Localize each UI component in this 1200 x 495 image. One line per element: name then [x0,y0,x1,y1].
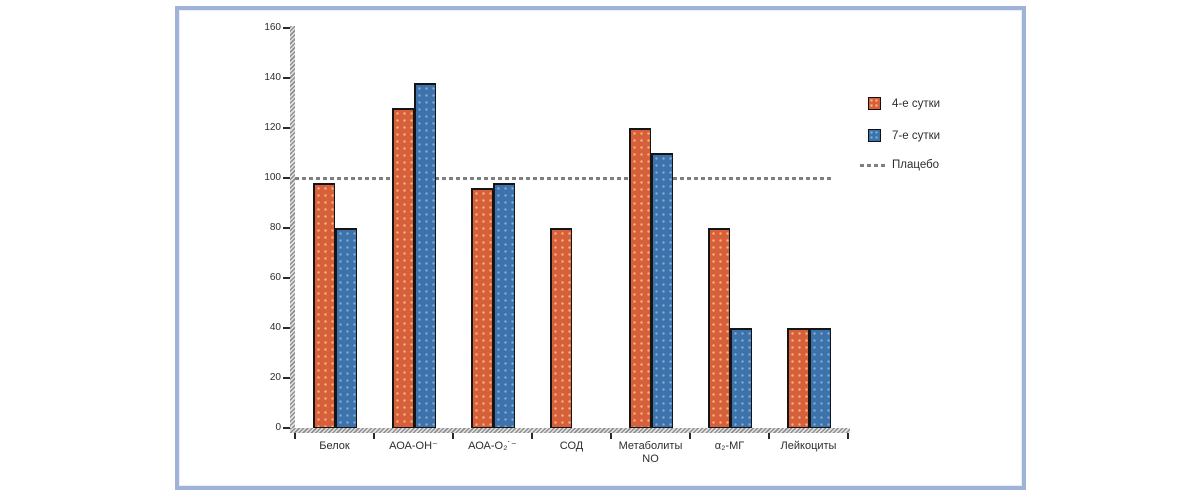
legend-label-7day: 7-е сутки [892,130,941,142]
x-axis-tick [294,433,296,439]
y-axis-tick-label: 40 [269,322,281,333]
placebo-reference-line [295,177,832,180]
bar-day7-cat1 [413,83,436,428]
x-axis-category-label: α₂-МГ [714,440,745,452]
y-axis-tick [283,277,290,279]
y-axis-tick-label: 0 [275,422,281,433]
bar-day7-cat6 [808,328,831,428]
y-axis-tick [283,227,290,229]
legend-swatch-4day [868,97,881,110]
bar-day4-cat0 [312,183,335,428]
bar-day7-cat4 [650,153,673,428]
y-axis-tick-label: 80 [269,222,281,233]
x-axis-tick [768,433,770,439]
dashed-line-icon [860,164,886,167]
x-axis-tick [373,433,375,439]
bar-day7-cat2 [492,183,515,428]
y-axis-tick [283,127,290,129]
x-axis-category-label: АОА-ОН⁻ [389,440,438,452]
bar-day7-cat5 [729,328,752,428]
bar-day4-cat5 [707,228,730,428]
y-axis-tick-label: 160 [264,22,281,33]
bar-day4-cat4 [628,128,651,428]
bar-day4-cat1 [391,108,414,428]
y-axis-tick [283,177,290,179]
y-axis-tick [283,377,290,379]
x-axis-category-label: Лейкоциты [780,440,837,452]
x-axis-category-label: Белок [319,440,350,452]
x-axis-category-label: Метаболиты NO [618,440,683,465]
y-axis-tick-label: 140 [264,72,281,83]
y-axis-tick-label: 60 [269,272,281,283]
bar-day7-cat0 [334,228,357,428]
x-axis-category-label: СОД [559,440,584,452]
bar-day4-cat6 [786,328,809,428]
y-axis-tick-label: 100 [264,172,281,183]
y-axis-tick [283,77,290,79]
y-axis-tick [283,27,290,29]
bar-day4-cat2 [470,188,493,428]
x-axis-tick [531,433,533,439]
x-axis-tick [847,433,849,439]
y-axis-tick-label: 120 [264,122,281,133]
x-axis-tick [452,433,454,439]
x-axis-line [290,428,850,433]
y-axis-tick [283,327,290,329]
legend-label-4day: 4-е сутки [892,98,941,110]
x-axis-tick [610,433,612,439]
y-axis-tick [283,427,290,429]
y-axis-line [290,26,295,433]
x-axis-tick [689,433,691,439]
legend-label-placebo: Плацебо [892,159,940,171]
x-axis-category-label: АОА-О₂˙⁻ [468,440,517,452]
y-axis-tick-label: 20 [269,372,281,383]
legend-swatch-7day [868,129,881,142]
bar-day4-cat3 [549,228,572,428]
